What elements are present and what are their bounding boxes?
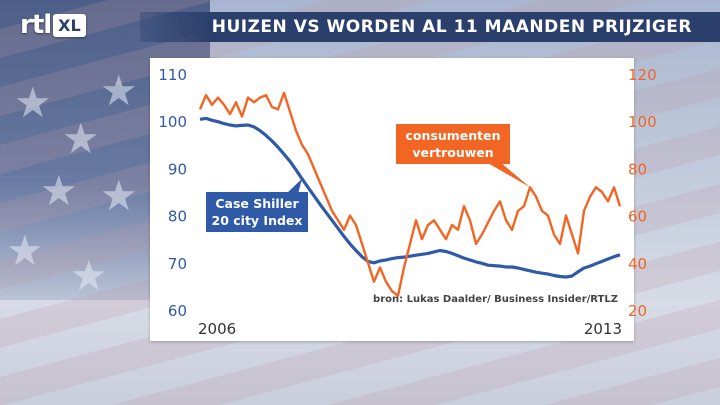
left-axis-tick-label: 110 xyxy=(158,66,187,84)
right-axis-tick-label: 40 xyxy=(628,255,647,273)
page-title: HUIZEN VS WORDEN AL 11 MAANDEN PRIJZIGER xyxy=(211,17,692,37)
consumer-confidence-callout-pointer xyxy=(486,162,530,188)
right-axis-tick-label: 120 xyxy=(628,66,657,84)
rtl-xl-logo: rtl XL xyxy=(20,8,130,42)
star-icon: ★ xyxy=(14,78,52,127)
left-axis-tick-label: 90 xyxy=(168,160,187,178)
left-axis-tick-label: 60 xyxy=(168,302,187,320)
case-shiller-callout-pointer xyxy=(286,178,302,194)
consumer-confidence-callout-label: consumenten xyxy=(406,128,501,143)
line-chart: 110 100 90 80 70 60 120 100 80 60 40 20 2006 2013 Case… xyxy=(150,58,657,341)
left-axis-tick-label: 100 xyxy=(158,113,187,131)
x-axis-start-label: 2006 xyxy=(198,320,236,338)
x-axis-end-label: 2013 xyxy=(584,320,622,338)
consumer-confidence-line xyxy=(198,91,622,298)
right-axis-tick-label: 20 xyxy=(628,302,647,320)
logo-badge: XL xyxy=(53,13,86,37)
left-axis-tick-label: 80 xyxy=(168,208,187,226)
star-icon: ★ xyxy=(62,114,100,163)
title-bar: HUIZEN VS WORDEN AL 11 MAANDEN PRIJZIGER xyxy=(140,12,720,42)
case-shiller-callout-label: 20 city Index xyxy=(212,213,303,228)
case-shiller-callout-label: Case Shiller xyxy=(215,196,299,211)
star-icon: ★ xyxy=(6,226,44,275)
star-icon: ★ xyxy=(70,251,108,300)
star-icon: ★ xyxy=(100,171,138,220)
consumer-confidence-callout-box xyxy=(396,124,510,164)
right-axis-tick-label: 60 xyxy=(628,208,647,226)
right-axis-tick-label: 100 xyxy=(628,113,657,131)
star-icon: ★ xyxy=(40,166,78,215)
case-shiller-line xyxy=(199,116,621,279)
logo-text: rtl xyxy=(20,10,52,40)
source-note: bron: Lukas Daalder/ Business Insider/RT… xyxy=(373,294,618,305)
right-axis-tick-label: 80 xyxy=(628,160,647,178)
star-icon: ★ xyxy=(100,66,138,115)
case-shiller-callout-box xyxy=(206,192,308,232)
left-axis-tick-label: 70 xyxy=(168,255,187,273)
consumer-confidence-callout-label: vertrouwen xyxy=(412,145,493,160)
left-axis-band xyxy=(150,58,196,341)
